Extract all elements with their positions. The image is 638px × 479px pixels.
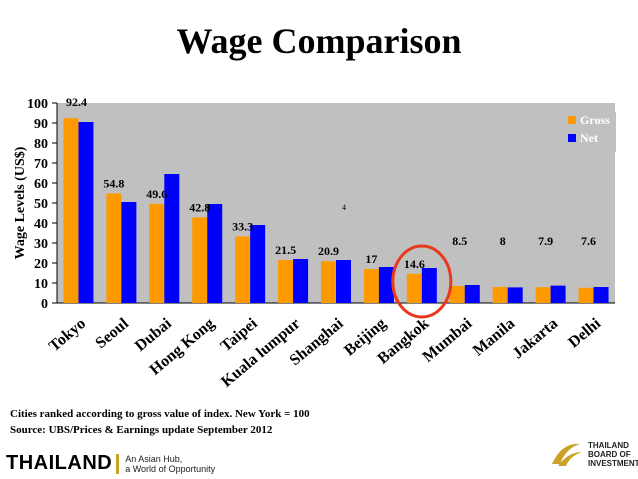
boi-logo: THAILAND BOARD OF INVESTMENT: [548, 438, 638, 470]
tagline-line-1: An Asian Hub,: [125, 453, 183, 464]
bar-net: [121, 202, 137, 303]
bar-gross: [192, 217, 208, 303]
bar-net: [593, 287, 609, 303]
x-tick-label: Delhi: [565, 315, 604, 352]
bar-gross: [149, 203, 165, 303]
data-label: 33.3: [232, 219, 253, 233]
y-tick-label: 90: [34, 117, 48, 132]
bar-net: [421, 268, 437, 303]
legend-label-gross: Gross: [580, 113, 610, 127]
bar-gross: [578, 287, 594, 303]
data-label: 42.8: [189, 200, 210, 214]
bar-gross: [235, 236, 251, 303]
data-label: 49.6: [146, 187, 167, 201]
bar-net: [250, 225, 266, 303]
data-label: 17: [365, 252, 377, 266]
bar-net: [293, 259, 309, 303]
footnote-source: Source: UBS/Prices & Earnings update Sep…: [10, 424, 273, 436]
x-tick-label: Jakarta: [509, 315, 561, 362]
brand-divider-icon: [116, 453, 120, 474]
boi-line-3: INVESTMENT: [588, 458, 638, 468]
y-tick-label: 40: [34, 217, 48, 232]
y-tick-label: 10: [34, 277, 48, 292]
boi-line-2: BOARD OF: [588, 449, 631, 459]
bar-net: [78, 122, 94, 303]
data-label: 20.9: [318, 244, 339, 258]
y-tick-label: 80: [34, 137, 48, 152]
data-label: 7.9: [538, 234, 553, 248]
data-label: 14.6: [404, 257, 425, 271]
boi-line-1: THAILAND: [588, 440, 629, 450]
data-label: 92.4: [66, 95, 87, 109]
data-label: 54.8: [103, 176, 124, 190]
x-tick-label: Seoul: [92, 315, 132, 352]
footnote-ranking: Cities ranked according to gross value o…: [10, 408, 310, 420]
bar-gross: [492, 287, 508, 303]
data-label: 7.6: [581, 234, 596, 248]
y-tick-label: 60: [34, 177, 48, 192]
bangkok-highlight-circle: [391, 244, 453, 319]
boi-text: THAILAND BOARD OF INVESTMENT: [588, 441, 638, 468]
tagline-line-2: a World of Opportunity: [125, 463, 216, 474]
y-tick-label: 30: [34, 237, 48, 252]
data-label: 21.5: [275, 243, 296, 257]
bar-gross: [535, 287, 551, 303]
bar-net: [336, 260, 351, 303]
bar-gross: [406, 273, 422, 303]
y-tick-label: 100: [27, 97, 48, 112]
y-tick-label: 70: [34, 157, 48, 172]
data-label: 8.5: [452, 234, 467, 248]
y-axis-label: Wage Levels (US$): [13, 146, 28, 259]
x-tick-label: Manila: [470, 315, 518, 359]
thailand-brand: THAILAND An Asian Hub, a World of Opport…: [6, 452, 215, 475]
bar-net: [207, 204, 223, 303]
bar-chart: 0 10 20 30 40 50 60 70 80 90 100 Wage Levels (US$) 9…: [13, 95, 616, 391]
chart-title: Wage Comparison: [176, 21, 462, 61]
thailand-logo-text: THAILAND: [6, 452, 113, 474]
bar-net: [464, 285, 480, 303]
brand-tagline: An Asian Hub, a World of Opportunity: [125, 454, 215, 474]
legend-swatch-gross: [568, 116, 576, 124]
data-label: 8: [500, 234, 506, 248]
bar-gross: [278, 260, 294, 303]
x-tick-label: Tokyo: [46, 315, 89, 355]
y-tick-label: 20: [34, 257, 48, 272]
bar-net: [378, 267, 394, 303]
x-tick-label: Mumbai: [419, 315, 475, 366]
bar-gross: [106, 193, 122, 303]
bar-gross: [321, 261, 336, 303]
legend-swatch-net: [568, 134, 576, 142]
bar-net: [507, 287, 523, 303]
stray-annotation: 4: [342, 203, 346, 212]
bar-net: [550, 285, 566, 303]
boi-emblem-icon: [552, 443, 582, 466]
y-tick-label: 50: [34, 197, 48, 212]
y-tick-label: 0: [41, 297, 48, 312]
bar-gross: [449, 286, 465, 303]
bar-gross: [63, 118, 79, 303]
bar-net: [164, 174, 180, 303]
bar-gross: [363, 269, 379, 303]
legend-label-net: Net: [580, 131, 598, 145]
